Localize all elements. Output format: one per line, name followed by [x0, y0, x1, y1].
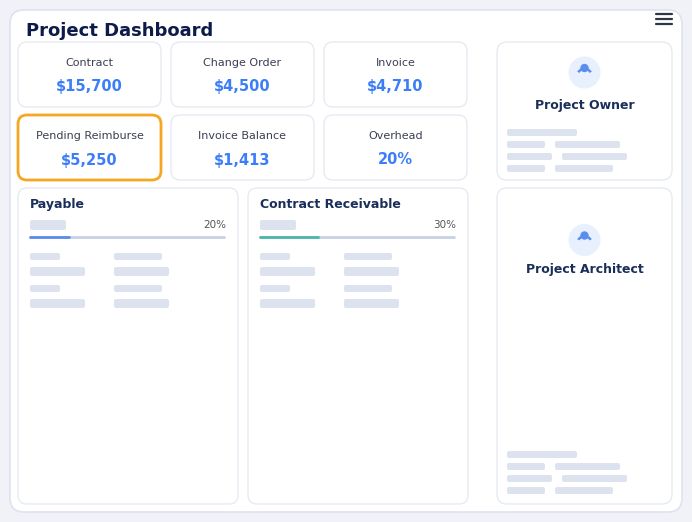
FancyBboxPatch shape [507, 141, 545, 148]
Text: 20%: 20% [378, 152, 413, 168]
FancyBboxPatch shape [260, 253, 290, 260]
Text: 20%: 20% [203, 220, 226, 230]
FancyBboxPatch shape [260, 267, 315, 276]
Text: $5,250: $5,250 [61, 152, 118, 168]
FancyBboxPatch shape [30, 285, 60, 292]
FancyBboxPatch shape [114, 267, 169, 276]
Text: Invoice Balance: Invoice Balance [199, 131, 286, 141]
Text: Contract: Contract [66, 58, 113, 68]
Text: Payable: Payable [30, 198, 85, 211]
Circle shape [569, 56, 601, 89]
Text: Pending Reimburse: Pending Reimburse [35, 131, 143, 141]
FancyBboxPatch shape [30, 253, 60, 260]
Text: $4,710: $4,710 [367, 79, 424, 94]
FancyBboxPatch shape [507, 165, 545, 172]
Text: Change Order: Change Order [203, 58, 282, 68]
FancyBboxPatch shape [30, 299, 85, 308]
FancyBboxPatch shape [507, 463, 545, 470]
FancyBboxPatch shape [555, 165, 613, 172]
Circle shape [581, 231, 589, 240]
Circle shape [581, 64, 589, 72]
Text: $1,413: $1,413 [215, 152, 271, 168]
Text: Project Dashboard: Project Dashboard [26, 22, 213, 40]
FancyBboxPatch shape [114, 253, 162, 260]
FancyBboxPatch shape [248, 188, 468, 504]
FancyBboxPatch shape [10, 10, 682, 512]
Text: Project Owner: Project Owner [535, 99, 635, 112]
FancyBboxPatch shape [171, 115, 314, 180]
FancyBboxPatch shape [562, 475, 627, 482]
FancyBboxPatch shape [555, 463, 620, 470]
Text: Invoice: Invoice [376, 58, 415, 68]
FancyBboxPatch shape [260, 299, 315, 308]
FancyBboxPatch shape [555, 141, 620, 148]
FancyBboxPatch shape [507, 487, 545, 494]
FancyBboxPatch shape [507, 153, 552, 160]
FancyBboxPatch shape [18, 115, 161, 180]
FancyBboxPatch shape [18, 188, 238, 504]
FancyBboxPatch shape [30, 220, 66, 230]
FancyBboxPatch shape [497, 42, 672, 180]
FancyBboxPatch shape [171, 42, 314, 107]
FancyBboxPatch shape [344, 267, 399, 276]
FancyBboxPatch shape [344, 253, 392, 260]
Text: Contract Receivable: Contract Receivable [260, 198, 401, 211]
FancyBboxPatch shape [324, 42, 467, 107]
Text: Overhead: Overhead [368, 131, 423, 141]
FancyBboxPatch shape [507, 451, 577, 458]
FancyBboxPatch shape [507, 129, 577, 136]
Text: $15,700: $15,700 [56, 79, 123, 94]
Text: 30%: 30% [433, 220, 456, 230]
Circle shape [569, 224, 601, 256]
FancyBboxPatch shape [260, 285, 290, 292]
FancyBboxPatch shape [324, 115, 467, 180]
FancyBboxPatch shape [555, 487, 613, 494]
FancyBboxPatch shape [344, 299, 399, 308]
FancyBboxPatch shape [30, 267, 85, 276]
FancyBboxPatch shape [562, 153, 627, 160]
FancyBboxPatch shape [114, 285, 162, 292]
Text: Project Architect: Project Architect [526, 263, 644, 276]
Text: $4,500: $4,500 [215, 79, 271, 94]
FancyBboxPatch shape [507, 475, 552, 482]
FancyBboxPatch shape [260, 220, 296, 230]
FancyBboxPatch shape [114, 299, 169, 308]
FancyBboxPatch shape [18, 42, 161, 107]
FancyBboxPatch shape [497, 188, 672, 504]
FancyBboxPatch shape [344, 285, 392, 292]
